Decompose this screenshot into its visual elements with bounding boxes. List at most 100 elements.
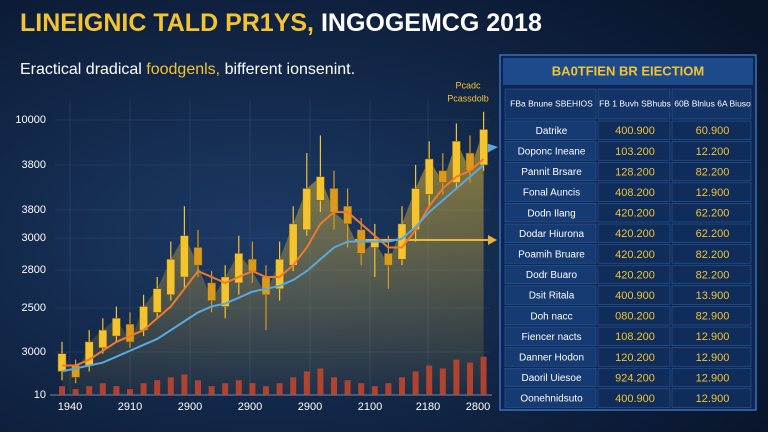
table-cell: 400.900 — [615, 125, 655, 137]
volume-bar — [127, 389, 133, 395]
volume-bar — [480, 356, 487, 395]
y-label: 3800 — [22, 204, 46, 216]
volume-bar — [140, 383, 147, 395]
table-cell: Poamih Bruare — [518, 250, 585, 261]
table-cell: 62.200 — [696, 208, 730, 220]
annotation: Pcadc — [455, 80, 481, 90]
volume-bar — [208, 386, 215, 395]
table-cell-bg — [597, 182, 671, 202]
table-cell-bg — [504, 367, 597, 388]
table-cell-bg — [597, 264, 671, 285]
subtitle-part: bifferent ionsenint. — [225, 61, 355, 78]
annotation: Pcassdolb — [447, 93, 489, 103]
table-title: BA0TFIEN BR EIECTIOM — [552, 63, 704, 78]
title-part: LINEIGNIC TALD PR1YS, — [20, 9, 314, 37]
table-header-cell: FBa Bnune SBEHIOS — [510, 98, 593, 108]
volume-bar — [276, 383, 283, 395]
x-label: 2910 — [118, 401, 142, 413]
candle-body — [438, 170, 448, 183]
candle-body — [112, 318, 121, 337]
candle-body — [57, 353, 67, 372]
table-cell: 13.900 — [696, 290, 730, 302]
candle-body — [424, 158, 434, 195]
candle-body — [397, 223, 407, 260]
subtitle: Eractical dradical foodgenls, bifferent … — [20, 61, 355, 78]
table-cell-bg — [597, 141, 671, 161]
table-cell-bg — [597, 388, 671, 408]
table-cell: Dodn Ilang — [527, 208, 575, 219]
volume-bar — [399, 377, 405, 395]
volume-bar — [249, 383, 256, 395]
volume-bar — [195, 380, 201, 395]
table-cell-bg — [597, 203, 671, 223]
table-cell: Fiencer nacts — [521, 332, 581, 343]
candle-body — [288, 223, 298, 266]
table-cell-bg — [597, 120, 671, 140]
volume-bar — [439, 368, 446, 395]
y-label: 2500 — [22, 302, 46, 314]
table-cell: 400.900 — [615, 290, 655, 302]
table-cell: 420.200 — [615, 208, 655, 220]
volume-bar — [385, 383, 392, 395]
arrow-head — [486, 143, 498, 153]
table-cell: 12.200 — [696, 146, 730, 158]
volume-bar — [72, 389, 79, 395]
candle-body — [316, 176, 325, 201]
table-cell: Dodr Buaro — [526, 270, 578, 281]
table-cell-bg — [671, 223, 752, 243]
volume-bar — [263, 386, 269, 395]
arrow-head — [488, 235, 497, 245]
table-cell-bg — [671, 264, 752, 285]
table-cell-bg — [671, 306, 752, 326]
header-cell-bg — [597, 88, 671, 120]
table-cell-bg — [671, 244, 752, 264]
x-label: 2100 — [358, 401, 382, 413]
table-cell: Pannit Brsare — [521, 167, 582, 178]
table-cell-bg — [597, 285, 671, 305]
table-cell-bg — [671, 347, 752, 367]
candle-body — [384, 253, 393, 266]
table-cell: Daoril Uiesoe — [521, 373, 581, 384]
table-cell: 420.200 — [615, 269, 655, 281]
y-label: 3000 — [22, 346, 46, 358]
title: LINEIGNIC TALD PR1YS, INGOGEMCG 2018 — [20, 9, 542, 37]
table-cell: 82.200 — [696, 249, 730, 261]
table-cell: 12.900 — [696, 352, 730, 364]
candle-body — [207, 282, 216, 301]
volume-bar — [358, 383, 365, 395]
volume-bar — [371, 386, 378, 395]
title-part: INGOGEMCG 2018 — [321, 9, 542, 37]
header-cell-bg — [504, 88, 597, 120]
x-label: 2900 — [298, 401, 322, 413]
volume-bar — [86, 386, 93, 395]
subtitle-part: Eractical dradical — [20, 61, 142, 78]
volume-bar — [303, 371, 310, 395]
table-header-cell: FB 1 Buvh SBhubs — [599, 98, 671, 108]
table-cell-bg — [671, 203, 752, 223]
subtitle-part: foodgenls, — [146, 61, 220, 78]
volume-bar — [181, 374, 188, 395]
table-cell-bg — [671, 388, 752, 408]
table-cell: 420.200 — [615, 228, 655, 240]
table-cell: 82.200 — [696, 269, 730, 281]
table-cell-bg — [671, 285, 752, 305]
table-cell-bg — [671, 367, 752, 388]
table-cell-bg — [671, 141, 752, 161]
y-label: 10000 — [15, 114, 46, 126]
header-cell-bg — [671, 88, 752, 120]
volume-bar — [235, 380, 242, 395]
table-cell: Dsit Ritala — [529, 291, 575, 302]
x-label: 2180 — [416, 401, 440, 413]
table-cell-bg — [671, 182, 752, 202]
table-cell: 12.900 — [696, 331, 730, 343]
table-cell-bg — [504, 388, 597, 408]
table-cell: 400.900 — [615, 393, 655, 405]
table-cell: 60.900 — [696, 125, 730, 137]
table-cell: 12.900 — [696, 187, 730, 199]
table-cell: 120.200 — [615, 352, 655, 364]
table-cell-bg — [504, 203, 597, 223]
candle-body — [248, 259, 257, 272]
volume-bar — [222, 383, 229, 395]
candle-body — [452, 141, 461, 183]
